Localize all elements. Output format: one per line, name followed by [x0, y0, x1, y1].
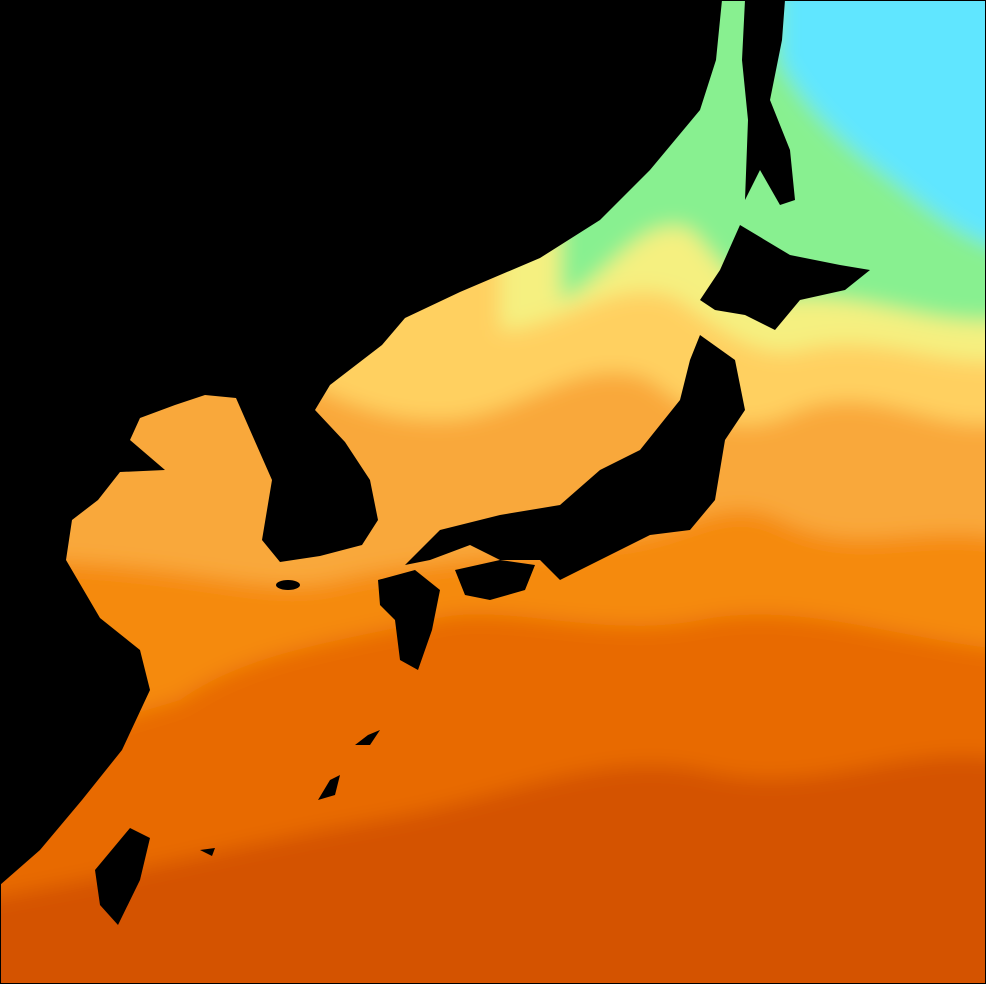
shikoku	[455, 560, 535, 600]
hokkaido	[700, 225, 870, 330]
kyushu	[378, 570, 440, 670]
jeju-island	[276, 580, 300, 590]
band-cyan	[780, 0, 986, 243]
land	[0, 0, 870, 925]
ryukyu-islands	[200, 730, 380, 856]
honshu	[405, 335, 745, 580]
sakhalin	[742, 0, 795, 205]
taiwan	[95, 828, 150, 925]
asian-continent	[0, 0, 722, 885]
